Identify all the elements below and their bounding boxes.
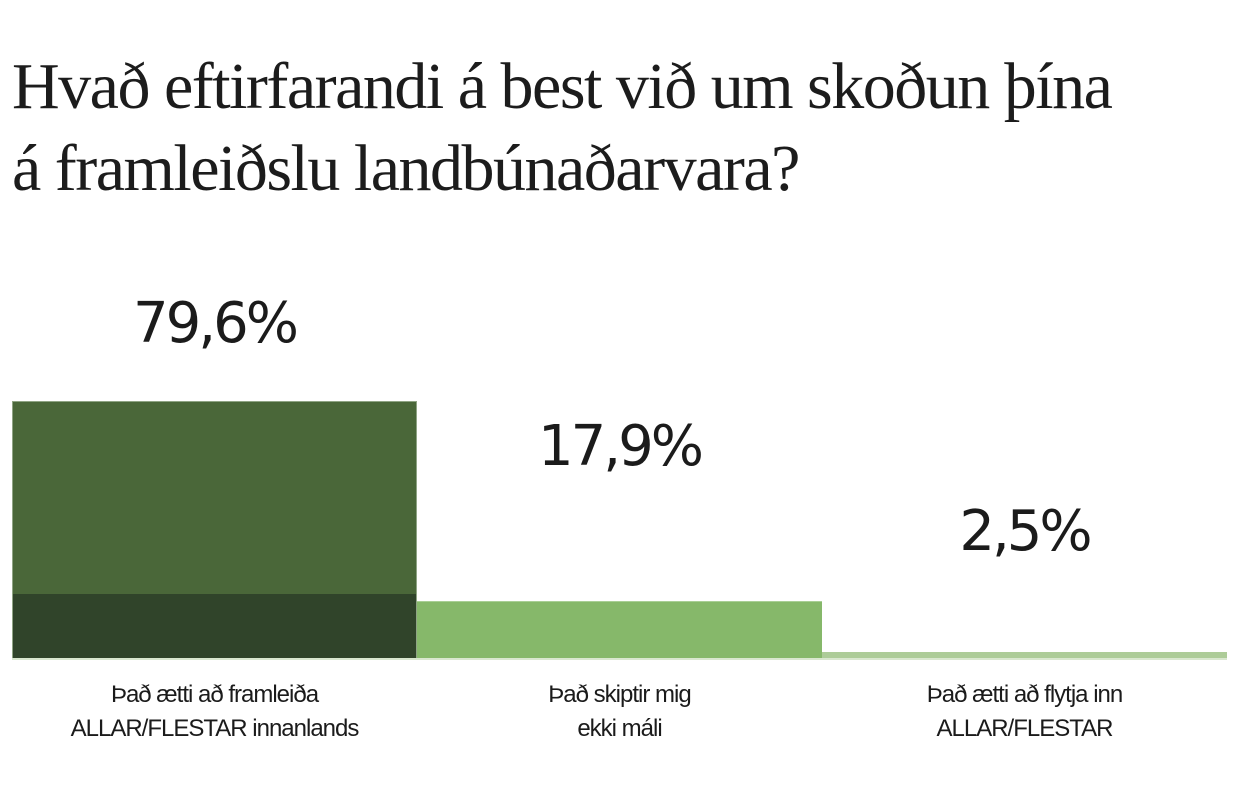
category-label-3: Það ætti að flytja inn ALLAR/FLESTAR: [822, 678, 1227, 746]
category-label-2-line-1: Það skiptir mig: [548, 681, 691, 708]
bar-value-label-2: 17,9%: [538, 414, 704, 479]
category-label-2-line-2: ekki máli: [577, 715, 662, 742]
category-label-3-line-1: Það ætti að flytja inn: [926, 681, 1123, 708]
category-label-2: Það skiptir mig ekki máli: [417, 678, 822, 746]
bar-produce-domestically-bottom-band: [13, 594, 416, 659]
bar-value-label-3: 2,5%: [959, 499, 1092, 564]
bar-value-label-1: 79,6%: [133, 291, 299, 356]
chart-title-line-2: á framleiðslu landbúnaðarvara?: [12, 132, 800, 205]
category-label-1-line-1: Það ætti að framleiða: [110, 681, 319, 708]
category-label-1: Það ætti að framleiða ALLAR/FLESTAR inna…: [12, 678, 417, 746]
chart-title: Hvað eftirfarandi á best við um skoðun þ…: [12, 46, 1242, 210]
bar-produce-domestically: [12, 401, 417, 659]
category-label-3-line-2: ALLAR/FLESTAR: [936, 715, 1114, 742]
category-label-1-line-2: ALLAR/FLESTAR innanlands: [70, 715, 360, 742]
chart-baseline: [12, 658, 1227, 660]
bar-import-all: [822, 652, 1227, 659]
chart-title-line-1: Hvað eftirfarandi á best við um skoðun þ…: [12, 50, 1113, 123]
bar-does-not-matter: [417, 601, 822, 659]
